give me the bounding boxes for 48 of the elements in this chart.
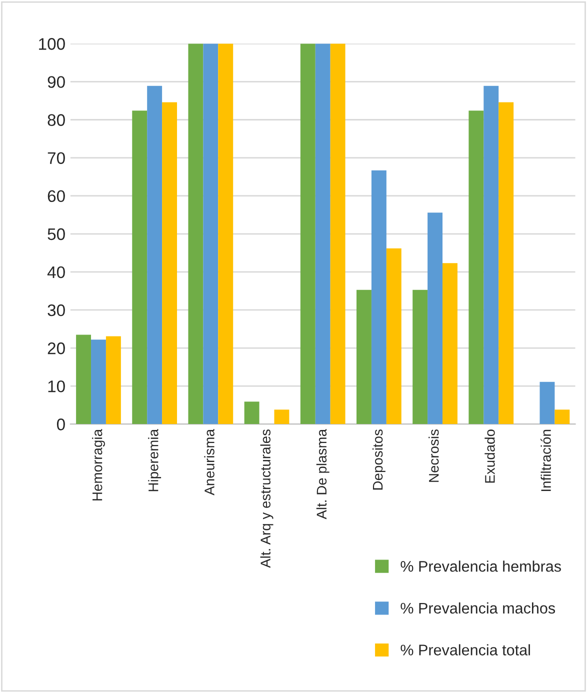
bar (484, 86, 499, 424)
x-tick-label: Hiperemia (148, 428, 162, 492)
legend-label: % Prevalencia hembras (400, 560, 561, 572)
y-tick-label: 40 (47, 266, 65, 278)
bar (468, 110, 484, 424)
y-tick-label: 90 (48, 76, 65, 88)
bar (162, 102, 178, 424)
bar (91, 340, 106, 424)
x-tick-label: Exudado (484, 430, 495, 483)
y-tick-label: 70 (48, 152, 65, 164)
bar (244, 402, 260, 424)
bar (412, 290, 428, 424)
y-tick-label: 50 (48, 228, 65, 240)
bar (188, 44, 204, 424)
legend-label: % Prevalencia total (400, 644, 530, 656)
bar (428, 212, 443, 424)
bar (498, 102, 514, 424)
x-tick-label: Alt. De plasma (316, 428, 330, 520)
bar (218, 44, 234, 424)
bar (540, 382, 555, 424)
x-tick-label: Alt. Arq y estructurales (260, 429, 274, 568)
bar (371, 170, 386, 424)
y-tick-label: 20 (48, 342, 65, 354)
x-tick-label: Infiltración (540, 430, 551, 491)
bar (203, 44, 218, 424)
bar (442, 263, 458, 424)
bar (76, 334, 92, 424)
x-tick-label: Necrosis (428, 429, 439, 482)
y-tick-label: 100 (39, 38, 65, 50)
bar (147, 86, 162, 424)
bar (330, 44, 346, 424)
y-tick-label: 60 (48, 190, 65, 202)
y-tick-label: 80 (48, 114, 65, 126)
y-tick-label: 30 (48, 304, 65, 316)
y-tick-label: 0 (56, 418, 65, 430)
bar (315, 44, 330, 424)
legend-label: % Prevalencia machos (400, 602, 556, 614)
y-tick-label: 10 (48, 380, 65, 392)
x-tick-label: Depositos (372, 429, 386, 490)
bar (386, 248, 402, 424)
x-tick-label: Aneurisma (204, 428, 214, 496)
bar (132, 110, 148, 424)
bar (356, 290, 372, 424)
bar (300, 44, 316, 424)
x-tick-label: Hemorragia (92, 428, 105, 500)
bar (274, 410, 290, 424)
bar (106, 336, 121, 424)
bar (554, 410, 570, 424)
